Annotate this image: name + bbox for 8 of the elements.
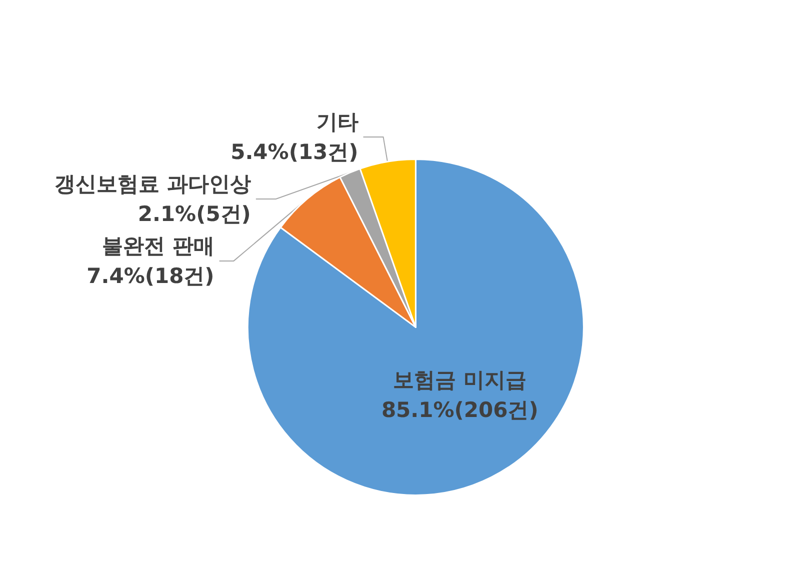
data-label: 7.4%(18건) <box>86 264 214 288</box>
slice-label: 갱신보험료 과다인상 <box>54 172 251 196</box>
slice-label: 기타 <box>316 110 358 134</box>
data-label: 2.1%(5건) <box>138 202 251 226</box>
data-label: 5.4%(13건) <box>230 140 358 164</box>
slice-label: 불완전 판매 <box>102 234 214 258</box>
slice-label: 보험금 미지급 <box>393 368 527 392</box>
data-label: 85.1%(206건) <box>381 398 538 422</box>
